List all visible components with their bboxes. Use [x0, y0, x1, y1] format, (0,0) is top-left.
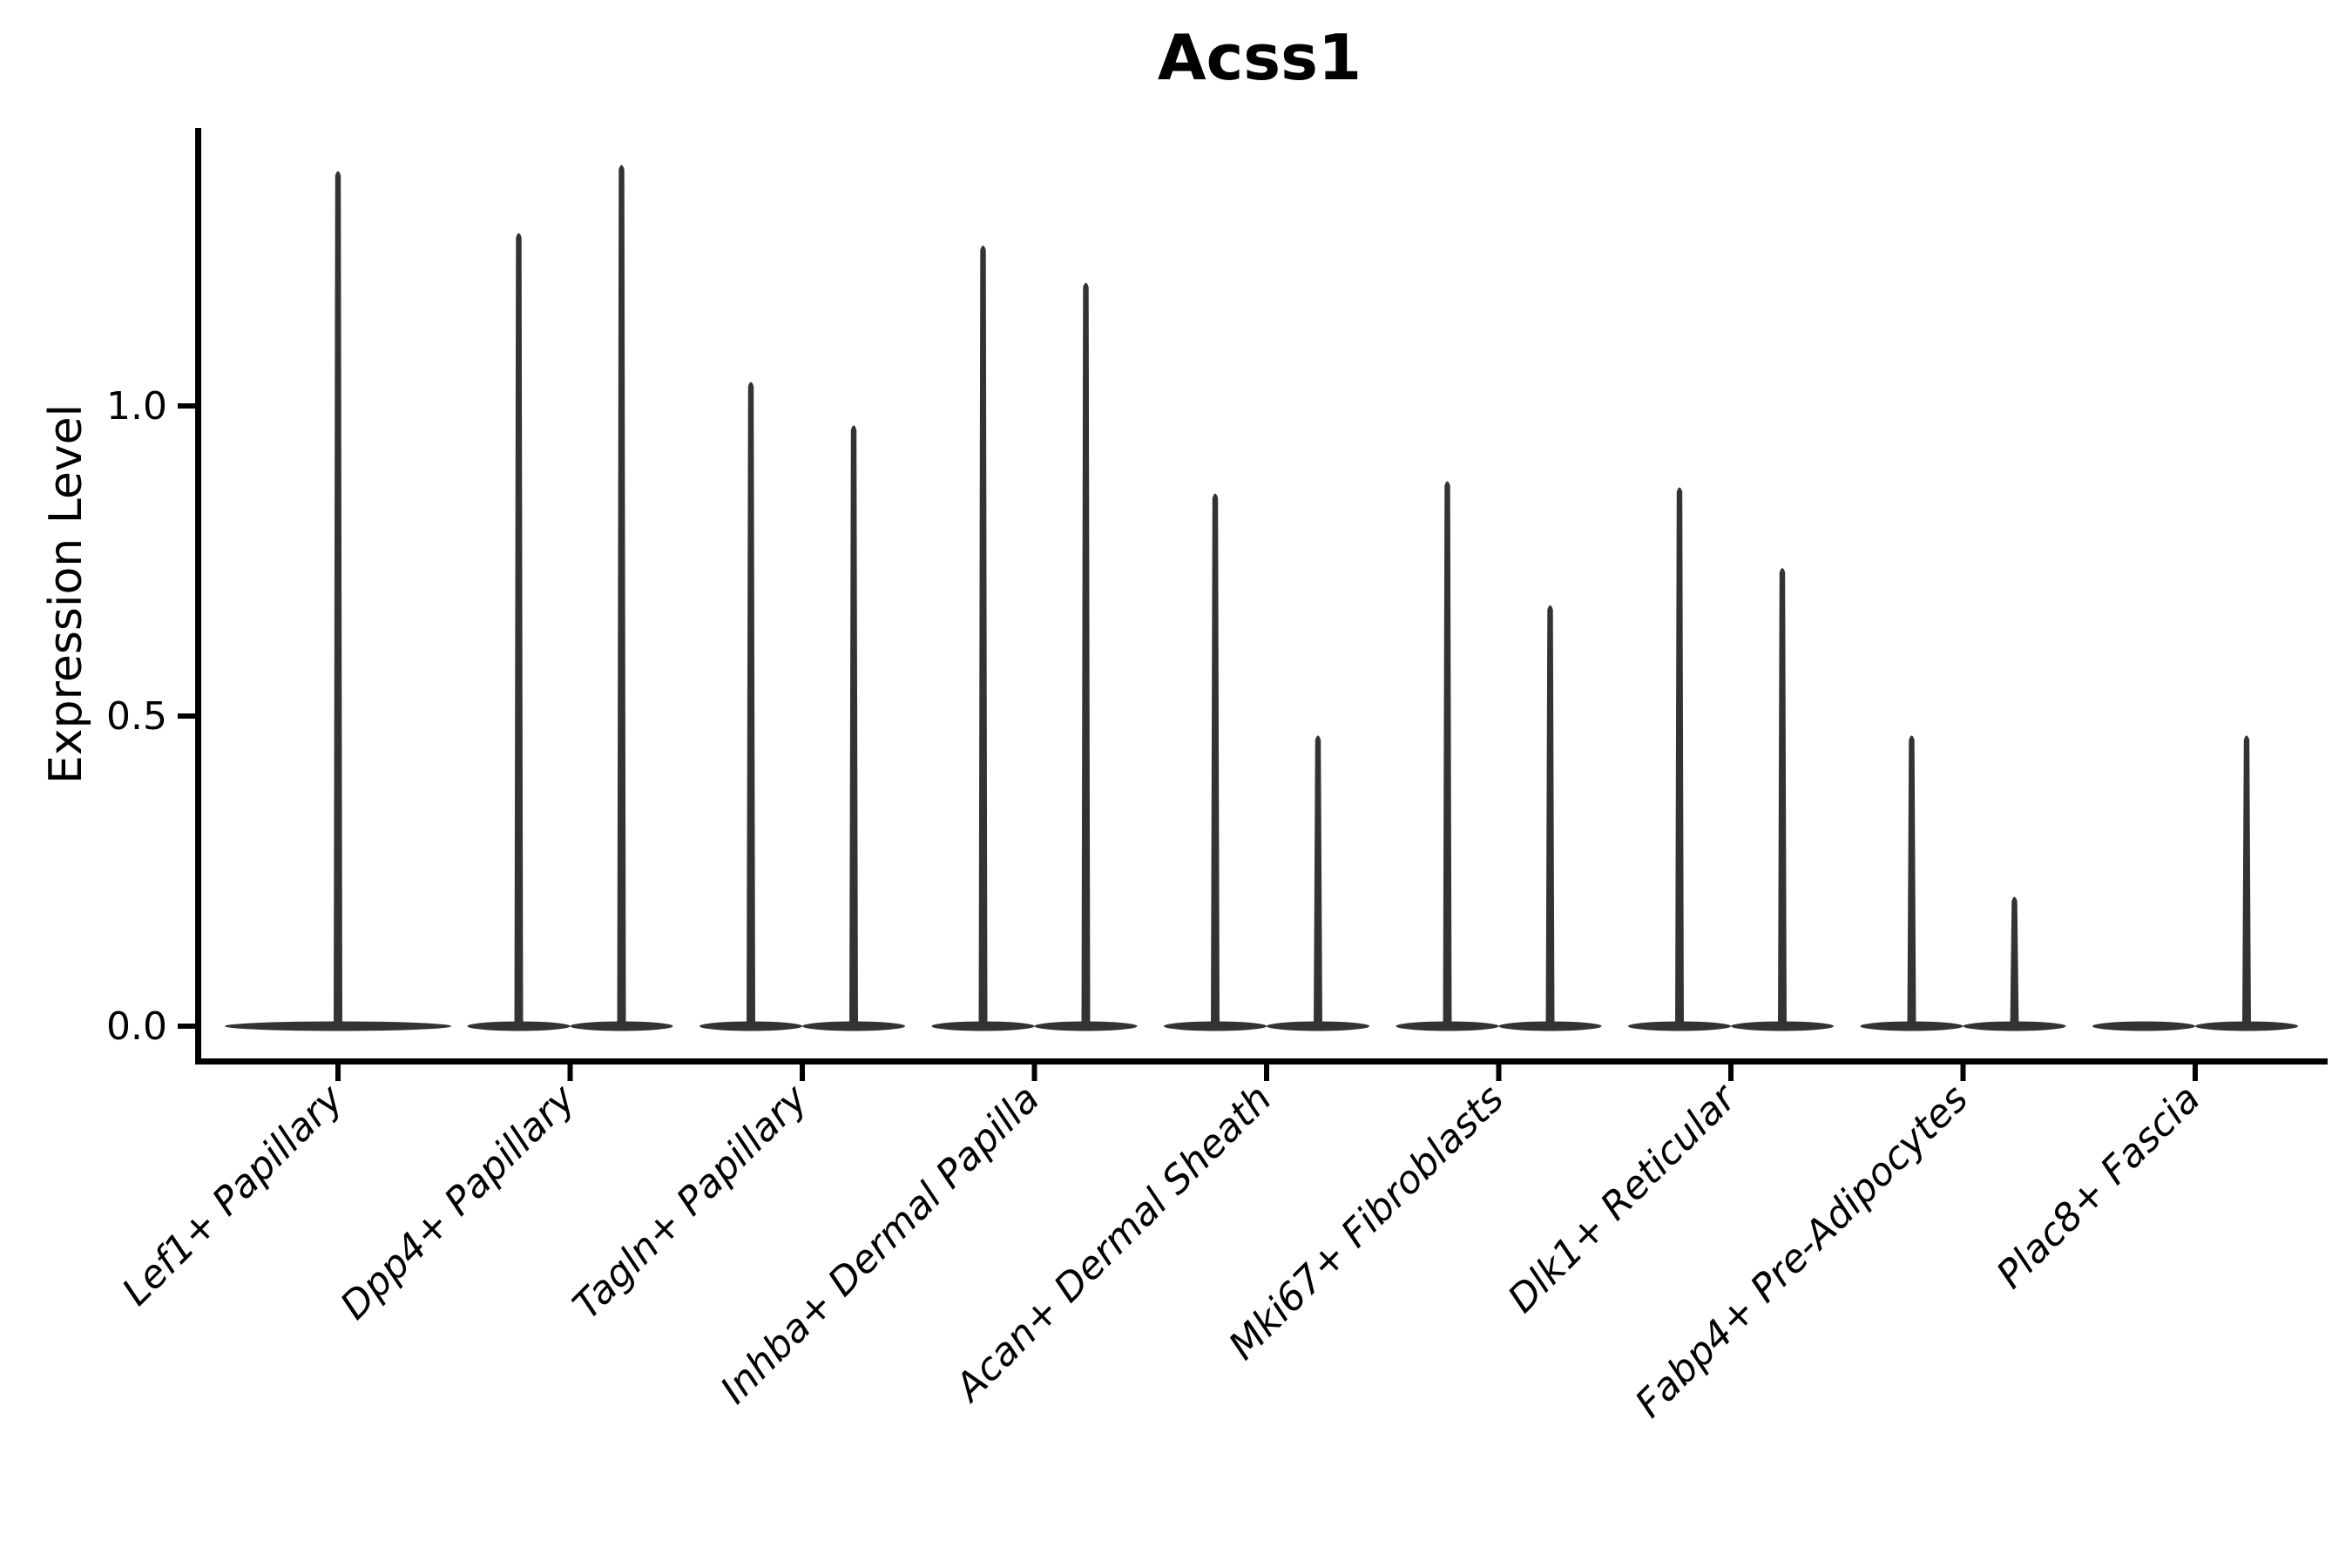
y-tick-mark [178, 403, 195, 409]
violin-spike [2242, 735, 2251, 1029]
violin-spike [1314, 735, 1322, 1029]
x-tick-mark [1728, 1064, 1734, 1081]
x-tick-mark [800, 1064, 805, 1081]
violin-spike [1907, 735, 1916, 1029]
violin-spike [334, 171, 342, 1029]
x-tick-mark [335, 1064, 341, 1081]
y-tick-mark [178, 1024, 195, 1029]
x-tick-mark [567, 1064, 573, 1081]
violin-base [2092, 1021, 2195, 1031]
x-tick-mark [2193, 1064, 2198, 1081]
y-axis-spine [195, 128, 201, 1064]
x-tick-label: Plac8+ Fascia [1988, 1077, 2208, 1297]
violin-spike [2010, 896, 2019, 1029]
violin-spike [1778, 568, 1787, 1029]
violin-spike [1211, 493, 1220, 1029]
x-tick-label: Tagln+ Papillary [564, 1076, 816, 1328]
x-axis-spine [195, 1058, 2328, 1064]
violin-spike [514, 233, 524, 1029]
x-tick-mark [1264, 1064, 1269, 1081]
violin-spike [1545, 605, 1555, 1029]
x-tick-mark [1960, 1064, 1966, 1081]
violin-spike [1081, 282, 1091, 1030]
y-tick-label: 0.5 [106, 694, 167, 739]
y-tick-label: 0.0 [106, 1004, 167, 1049]
violin-spike [617, 165, 626, 1029]
x-tick-mark [1031, 1064, 1037, 1081]
violin-spike [1675, 487, 1684, 1029]
x-tick-label: Dlk1+ Reticular [1499, 1075, 1746, 1321]
violin-spike [747, 382, 755, 1029]
violin-spike [978, 245, 988, 1029]
violin-spike [849, 425, 858, 1029]
y-tick-label: 1.0 [106, 384, 167, 429]
x-tick-label: Lef1+ Papillary [114, 1076, 353, 1315]
chart-title: Acss1 [1157, 21, 1362, 94]
x-tick-label: Dpp4+ Papillary [332, 1076, 585, 1328]
y-tick-mark [178, 713, 195, 719]
x-tick-mark [1496, 1064, 1502, 1081]
violin-spike [1443, 481, 1452, 1029]
